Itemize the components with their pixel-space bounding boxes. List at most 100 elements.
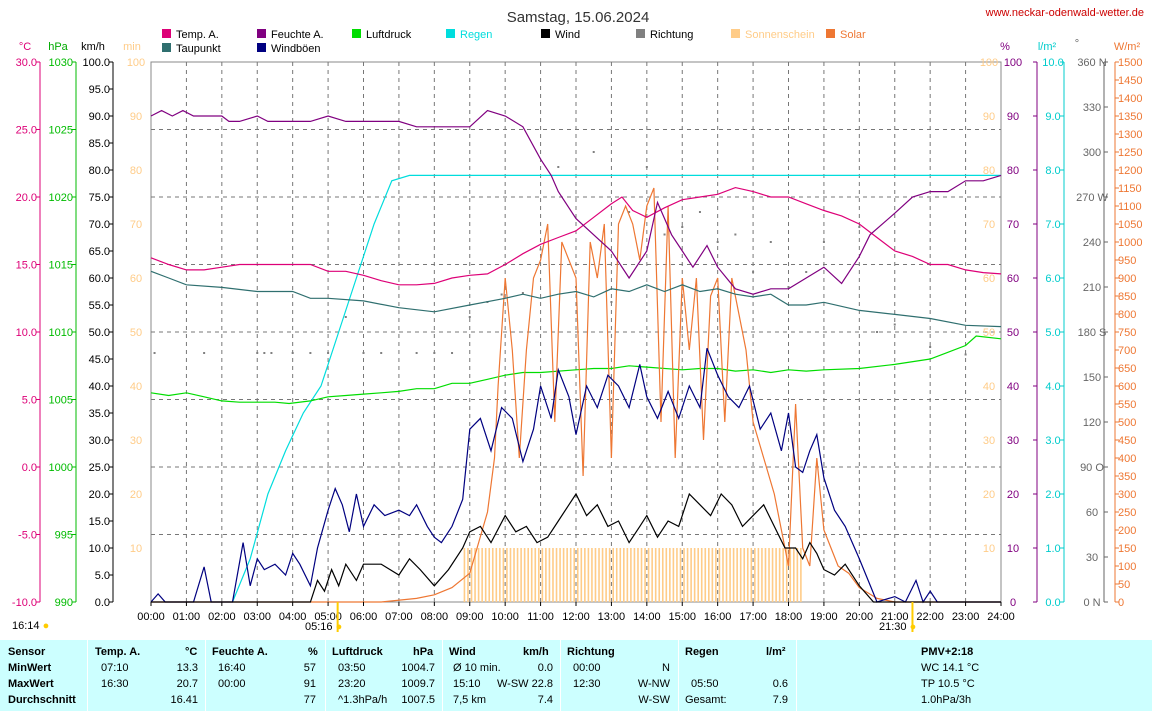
header-rain: Regen	[685, 646, 719, 658]
header-rain-unit: l/m²	[766, 646, 786, 658]
direction-dots	[153, 151, 967, 356]
max-temp-time: 16:30	[101, 678, 129, 690]
wind-axis-label: 60.0	[89, 273, 110, 285]
direction-dot	[698, 211, 701, 213]
direction-dot	[663, 233, 666, 236]
site-link[interactable]: www.neckar-odenwald-wetter.de	[985, 7, 1144, 19]
direction-dot	[557, 166, 560, 168]
sunshine-bar	[661, 548, 664, 602]
header-dir: Richtung	[567, 646, 615, 658]
press-axis-label: 990	[55, 597, 73, 609]
x-tick-label: 14:00	[633, 611, 661, 623]
sunshine-bar	[693, 548, 696, 602]
sun-axis-label: 70	[130, 219, 142, 231]
avg-rain-value: 7.9	[772, 694, 788, 706]
header-wind: Wind	[449, 646, 476, 658]
solar-axis-label: 1350	[1118, 111, 1142, 123]
direction-dot	[521, 292, 524, 294]
header-sensor: Sensor	[8, 646, 46, 658]
solar-axis-label: 600	[1118, 381, 1136, 393]
sunshine-bar	[757, 548, 760, 602]
sunshine-bar	[495, 548, 498, 602]
direction-dot	[468, 316, 471, 318]
sunrise-time: 05:16 ●	[305, 621, 343, 633]
sun-axis-label-right: 80	[983, 165, 995, 177]
legend: Temp. A. Taupunkt Feuchte A. Windböen Luftdr…	[162, 29, 866, 55]
wind-axis-label: 95.0	[89, 84, 110, 96]
sunshine-bar	[502, 548, 505, 602]
max-rain-value: 0.6	[772, 678, 788, 690]
sunshine-bar	[481, 548, 483, 602]
min-temp-value: 13.3	[176, 662, 198, 674]
solar-axis-label: 900	[1118, 273, 1136, 285]
solar-axis-label: 650	[1118, 363, 1136, 375]
dir-axis-label: 0 N	[1083, 597, 1100, 609]
temp-axis-label: 0.0	[22, 462, 37, 474]
solar-axis-label: 350	[1118, 471, 1136, 483]
solar-axis-label: 800	[1118, 309, 1136, 321]
sunshine-bar	[715, 548, 717, 602]
sunshine-bar	[704, 548, 707, 602]
unit-rain: l/m²	[1038, 41, 1057, 53]
max-pmv: TP 10.5 °C	[921, 678, 975, 690]
weather-chart: Samstag, 15.06.2024 www.neckar-odenwald-…	[12, 7, 1144, 632]
min-temp-time: 07:10	[101, 662, 129, 674]
solar-axis-label: 1100	[1118, 201, 1142, 213]
direction-dot	[309, 352, 312, 354]
max-wind-time: 15:10	[453, 678, 481, 690]
sun-axis-label: 20	[130, 489, 142, 501]
sun-axis-label: 80	[130, 165, 142, 177]
sunset-time: 21:30 ●	[879, 621, 917, 633]
sunshine-bar	[484, 548, 487, 602]
direction-dot	[681, 226, 684, 228]
dir-axis-label: 300	[1083, 147, 1101, 159]
sunshine-bar	[619, 548, 622, 602]
temp-axis-label: 10.0	[16, 327, 37, 339]
sun-time-left: 16:14 ●	[12, 620, 50, 632]
solar-axis-label: 200	[1118, 525, 1136, 537]
avg-wind-distance: 7,5 km	[453, 694, 487, 706]
sunshine-bar	[623, 548, 625, 602]
unit-solar: W/m²	[1114, 41, 1141, 53]
temp-axis-label: 5.0	[22, 395, 37, 407]
solar-axis-label: 1000	[1118, 237, 1142, 249]
sunshine-bar	[552, 548, 554, 602]
direction-dot	[153, 352, 156, 354]
header-wind-unit: km/h	[523, 646, 549, 658]
solar-axis-label: 1400	[1118, 93, 1142, 105]
direction-dot	[203, 352, 206, 354]
legend-swatch	[162, 29, 171, 38]
legend-swatch	[352, 29, 361, 38]
sunshine-bar	[644, 548, 646, 602]
sunshine-bar	[559, 548, 561, 602]
direction-dot	[433, 352, 436, 354]
solar-axis-label: 1050	[1118, 219, 1142, 231]
sunshine-bar	[520, 548, 522, 602]
max-dir-value: W-NW	[637, 678, 670, 690]
x-tick-label: 22:00	[916, 611, 944, 623]
sun-axis-label-right: 100	[980, 57, 998, 69]
rain-axis-label: 10.0	[1042, 57, 1063, 69]
direction-dot	[291, 352, 294, 354]
sunshine-bar	[605, 548, 607, 602]
sunshine-bar	[683, 548, 685, 602]
min-wind-time: Ø 10 min.	[453, 662, 501, 674]
sunshine-bar	[785, 548, 788, 602]
direction-dot	[451, 352, 454, 354]
wind-axis-label: 40.0	[89, 381, 110, 393]
press-axis-label: 1025	[49, 125, 73, 137]
solar-axis-label: 0	[1118, 597, 1124, 609]
wind-axis-label: 35.0	[89, 408, 110, 420]
row-avg-label: Durchschnitt	[8, 694, 76, 706]
temp-axis-label: 25.0	[16, 125, 37, 137]
direction-dot	[344, 316, 347, 318]
header-press-unit: hPa	[413, 646, 434, 658]
direction-dot	[805, 271, 808, 273]
sun-axis-label-right: 20	[983, 489, 995, 501]
direction-dot	[822, 241, 825, 243]
solar-axis-label: 100	[1118, 561, 1136, 573]
x-tick-label: 19:00	[810, 611, 838, 623]
sunshine-bar	[746, 548, 749, 602]
series-taupunkt	[150, 270, 1002, 328]
hum-axis-label: 20	[1007, 489, 1019, 501]
